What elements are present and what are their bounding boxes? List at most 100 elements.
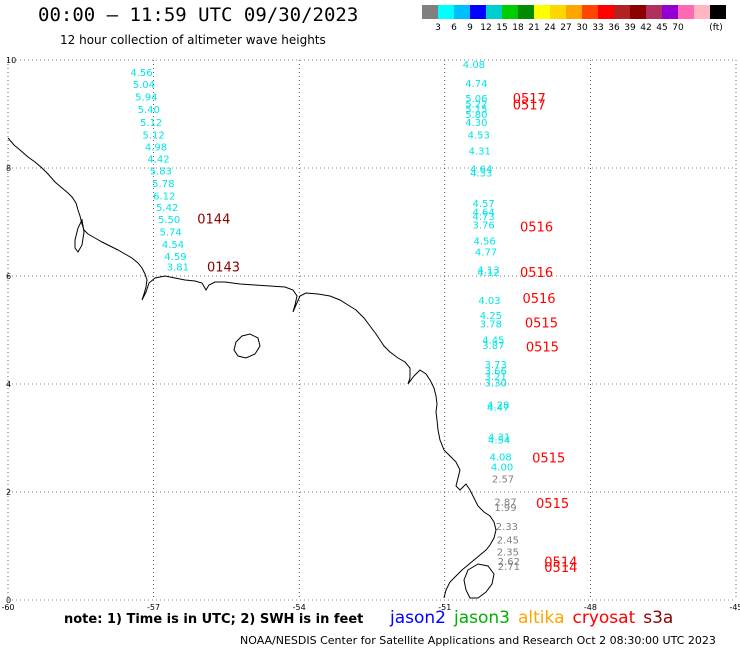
x-tick-label: -45 xyxy=(729,603,740,612)
swh-value: 5.74 xyxy=(159,228,181,239)
swh-value: 4.64 xyxy=(472,208,494,219)
swh-value: 4.56 xyxy=(473,237,495,248)
y-tick-label: 10 xyxy=(6,56,16,65)
pass-time-label: 0515 xyxy=(532,451,565,466)
map-title: 00:00 – 11:59 UTC 09/30/2023 xyxy=(38,4,359,26)
swh-value: 2.45 xyxy=(497,535,519,546)
swh-value: 5.94 xyxy=(135,93,157,104)
swh-value: 4.54 xyxy=(488,435,510,446)
x-tick-label: -60 xyxy=(1,603,14,612)
swh-value: 4.73 xyxy=(472,212,494,223)
satellite-legend: jason2 jason3 altika cryosat s3a xyxy=(390,608,681,628)
swh-value: 5.80 xyxy=(465,110,487,121)
swh-value: 4.45 xyxy=(482,336,504,347)
colorbar-swatch xyxy=(470,5,486,19)
swh-value: 5.42 xyxy=(156,203,178,214)
colorbar-swatch xyxy=(518,5,534,19)
pass-time-label: 0514 xyxy=(544,556,577,571)
lat-lon-grid xyxy=(7,59,737,601)
colorbar-label: 6 xyxy=(451,23,457,33)
swh-value: 4.64 xyxy=(470,164,492,175)
swh-value: 5.22 xyxy=(465,100,487,111)
pass-time-label: 0517 xyxy=(513,92,546,107)
y-tick-label: 8 xyxy=(6,164,11,173)
swh-value: 4.56 xyxy=(130,68,152,79)
colorbar-label: 33 xyxy=(592,23,603,33)
track-marks: 4.565.045.945.405.125.124.984.425.835.78… xyxy=(130,60,577,576)
colorbar-swatch xyxy=(502,5,518,19)
swh-value: 4.98 xyxy=(145,143,167,154)
colorbar-swatch xyxy=(710,5,726,19)
colorbar-swatch xyxy=(694,5,710,19)
wave-height-colorbar: 3 6 9 12 15 18 21 24 27 30 33 36 39 42 45 70 (ft) xyxy=(422,5,726,33)
swh-value: 4.57 xyxy=(472,199,494,210)
swh-value: 4.30 xyxy=(465,118,487,129)
colorbar-swatch xyxy=(614,5,630,19)
swh-value: 4.08 xyxy=(489,453,511,464)
swh-value: 5.50 xyxy=(158,215,180,226)
swh-value: 6.12 xyxy=(153,191,175,202)
swh-value: 2.33 xyxy=(496,522,518,533)
swh-value: 3.73 xyxy=(485,360,507,371)
swh-value: 3.81 xyxy=(167,263,189,274)
pass-time-label: 0516 xyxy=(520,221,553,236)
swh-value: 2.71 xyxy=(498,562,520,573)
axis-tick-labels: -60 -57 -54 -51 -48 -45 10 8 6 4 2 0 xyxy=(1,56,740,612)
x-tick-label: -51 xyxy=(438,603,451,612)
colorbar-label: (ft) xyxy=(709,23,723,33)
coastline-main xyxy=(7,137,497,599)
coastline-island-2 xyxy=(233,333,261,359)
colorbar-swatch xyxy=(566,5,582,19)
swh-value: 5.15 xyxy=(465,104,487,115)
colorbar-label: 21 xyxy=(528,23,539,33)
credit-line: NOAA/NESDIS Center for Satellite Applica… xyxy=(240,634,716,647)
colorbar-label: 15 xyxy=(496,23,507,33)
legend-cryosat: cryosat xyxy=(572,608,636,628)
colorbar-swatch xyxy=(534,5,550,19)
swh-value: 2.62 xyxy=(498,557,520,568)
colorbar-label: 3 xyxy=(435,23,441,33)
footer-note: note: 1) Time is in UTC; 2) SWH is in fe… xyxy=(64,612,364,627)
swh-value: 4.03 xyxy=(478,296,500,307)
colorbar-swatch xyxy=(454,5,470,19)
pass-time-label: 0517 xyxy=(513,99,546,114)
swh-value: 4.77 xyxy=(475,247,497,258)
swh-value: 5.40 xyxy=(138,105,160,116)
swh-value: 4.31 xyxy=(469,147,491,158)
pass-time-label: 0143 xyxy=(207,261,240,276)
y-tick-label: 0 xyxy=(6,596,11,605)
y-tick-label: 2 xyxy=(6,488,11,497)
swh-value: 4.47 xyxy=(487,403,509,414)
coastline-island-marajo xyxy=(463,563,495,599)
x-tick-label: -57 xyxy=(147,603,160,612)
colorbar-label: 30 xyxy=(576,23,588,33)
colorbar-label: 12 xyxy=(480,23,491,33)
swh-value: 5.12 xyxy=(140,118,162,129)
pass-time-label: 0144 xyxy=(197,213,230,228)
swh-value: 1.99 xyxy=(494,503,516,514)
swh-value: 3.78 xyxy=(480,319,502,330)
colorbar-label: 36 xyxy=(608,23,620,33)
colorbar-swatch xyxy=(582,5,598,19)
swh-value: 4.74 xyxy=(465,79,487,90)
colorbar-swatch xyxy=(678,5,694,19)
colorbar-label: 45 xyxy=(656,23,667,33)
swh-value: 3.87 xyxy=(482,341,504,352)
x-tick-label: -54 xyxy=(293,603,306,612)
y-tick-label: 6 xyxy=(6,272,11,281)
swh-value: 4.33 xyxy=(470,169,492,180)
swh-value: 4.08 xyxy=(463,60,485,71)
pass-time-label: 0515 xyxy=(526,341,559,356)
legend-altika: altika xyxy=(518,608,565,628)
swh-value: 5.83 xyxy=(150,166,172,177)
swh-value: 5.12 xyxy=(142,130,164,141)
swh-value: 4.25 xyxy=(480,311,502,322)
colorbar-label: 9 xyxy=(467,23,473,33)
swh-value: 2.87 xyxy=(494,498,516,509)
coastline-island-1 xyxy=(74,218,85,253)
swh-value: 4.31 xyxy=(488,433,510,444)
colorbar-swatch xyxy=(630,5,646,19)
colorbar-swatch xyxy=(598,5,614,19)
coastline xyxy=(7,137,497,599)
